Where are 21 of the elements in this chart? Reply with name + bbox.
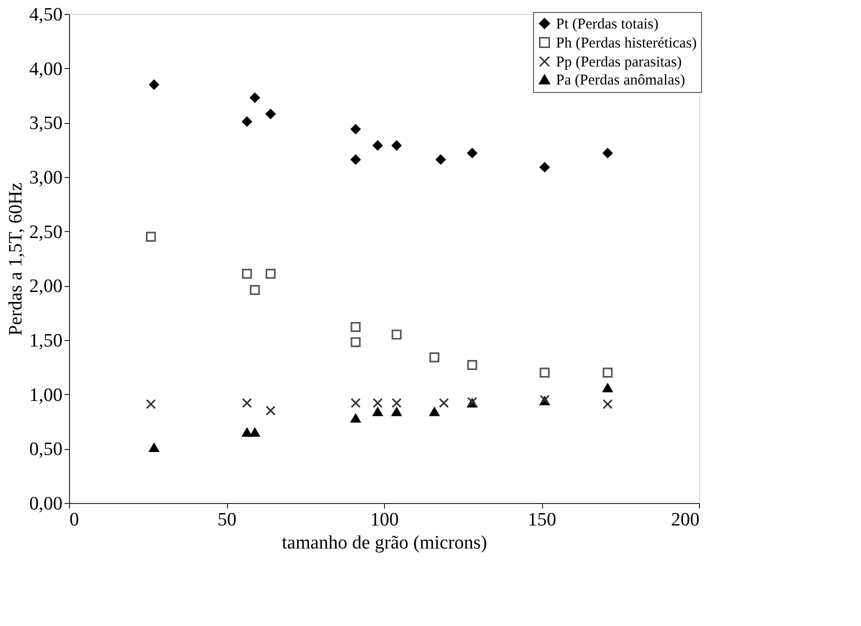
x-tick-label: 200 (671, 510, 700, 530)
legend-label: Pt (Perdas totais) (556, 16, 658, 32)
legend-label: Pa (Perdas anômalas) (556, 72, 686, 88)
y-tick-label: 4,50 (29, 4, 62, 26)
y-axis-title: Perdas a 1,5T, 60Hz (5, 182, 26, 336)
y-tick-label: 2,50 (29, 222, 62, 243)
y-tick-label: 1,50 (29, 330, 62, 352)
y-tick-label: 1,00 (29, 384, 62, 406)
y-tick-label: 4,00 (29, 58, 62, 80)
x-tick-label: 0 (70, 510, 79, 530)
y-tick-label: 0,50 (29, 439, 62, 460)
y-tick-label: 0,00 (29, 494, 62, 514)
x-axis-title: tamanho de grão (microns) (282, 532, 488, 554)
x-tick-label: 50 (218, 510, 236, 530)
x-tick-label: 150 (528, 510, 556, 530)
y-tick-label: 2,00 (29, 276, 62, 298)
x-tick-label: 100 (370, 510, 399, 530)
legend-label: Ph (Perdas histeréticas) (556, 36, 697, 52)
y-tick-label: 3,50 (29, 113, 62, 134)
y-tick-label: 3,00 (29, 168, 62, 188)
legend-label: Pp (Perdas parasitas) (556, 54, 682, 70)
